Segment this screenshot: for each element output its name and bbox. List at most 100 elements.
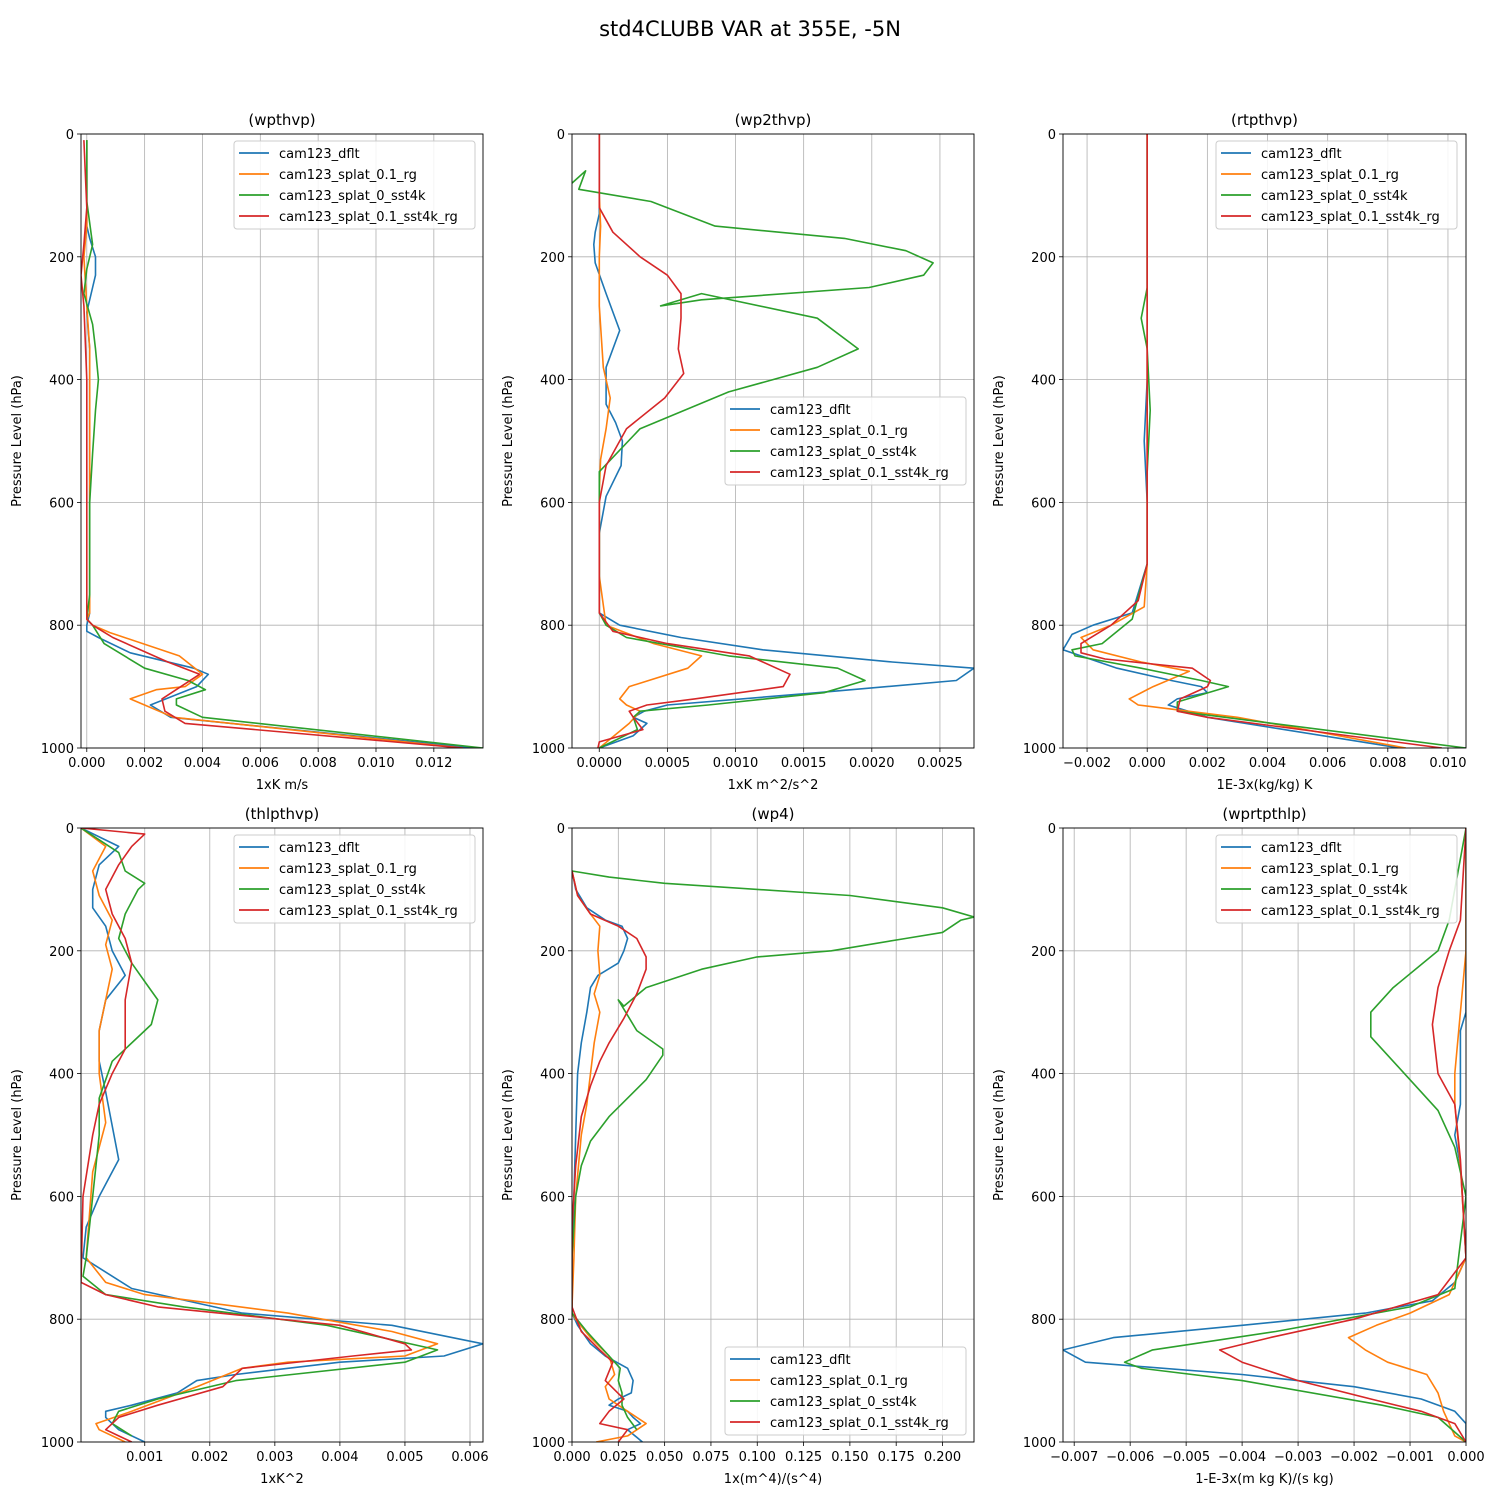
legend-label: cam123_splat_0.1_rg (1261, 168, 1399, 183)
x-tick-label: 0.075 (692, 1450, 729, 1465)
x-tick-label: −0.002 (1330, 1450, 1378, 1465)
legend-box (233, 140, 476, 230)
series-group (572, 134, 974, 748)
y-tick-label: 1000 (41, 742, 74, 757)
y-tick-label: 600 (1031, 1190, 1056, 1205)
y-axis-label: Pressure Level (hPa) (10, 1069, 25, 1201)
y-tick-label: 200 (49, 251, 74, 266)
x-tick-label: 0.002 (191, 1450, 228, 1465)
x-tick-label: 0.008 (1369, 756, 1406, 771)
legend-label: cam123_splat_0_sst4k (1261, 189, 1408, 204)
y-tick-label: 1000 (41, 1436, 74, 1451)
x-tick-label: 0.0025 (917, 756, 963, 771)
x-tick-label: 0.025 (600, 1450, 637, 1465)
legend-label: cam123_splat_0.1_rg (1261, 862, 1399, 877)
y-axis-label: Pressure Level (hPa) (992, 1069, 1007, 1201)
legend: cam123_dflt cam123_splat_0.1_rg cam123_spl… (1215, 834, 1458, 924)
y-tick-label: 400 (49, 1068, 74, 1083)
legend-label: cam123_dflt (770, 1353, 851, 1368)
legend-label: cam123_splat_0.1_rg (279, 862, 417, 877)
x-axis-label: 1x(m^4)/(s^4) (724, 1472, 822, 1487)
y-axis-label: Pressure Level (hPa) (501, 1069, 516, 1201)
panel-title: (thlpthvp) (245, 805, 320, 823)
axes-frame (80, 827, 484, 1443)
panel-5: −0.007 −0.006 −0.005 −0.004 −0.003 −0.002 −0.0… (992, 805, 1485, 1487)
x-axis-label: 1xK m^2/s^2 (728, 778, 819, 793)
y-tick-label: 800 (1031, 1313, 1056, 1328)
panel-2: −0.002 0.000 0.002 0.004 0.006 0.008 0.010 0 200… (992, 111, 1467, 793)
axes-frame (1062, 133, 1467, 749)
figure-title: std4CLUBB VAR at 355E, -5N (599, 17, 901, 41)
legend-box (1215, 140, 1458, 230)
x-tick-label: 0.006 (451, 1450, 488, 1465)
legend-label: cam123_splat_0.1_sst4k_rg (1261, 904, 1440, 919)
legend: cam123_dflt cam123_splat_0.1_rg cam123_spl… (724, 396, 967, 486)
y-tick-label: 400 (49, 374, 74, 389)
y-tick-label: 1000 (532, 742, 565, 757)
x-tick-label: −0.001 (1386, 1450, 1434, 1465)
series-line-cam123_splat_0.1_sst4k_rg (572, 870, 647, 1442)
x-tick-label: 0.003 (256, 1450, 293, 1465)
x-tick-label: 0.012 (415, 756, 452, 771)
y-tick-label: 400 (1031, 1068, 1056, 1083)
legend-label: cam123_splat_0_sst4k (1261, 883, 1408, 898)
series-line-cam123_splat_0.1_rg (572, 870, 647, 1442)
x-tick-label: −0.004 (1218, 1450, 1266, 1465)
x-tick-label: 0.200 (924, 1450, 961, 1465)
legend-label: cam123_dflt (1261, 841, 1342, 856)
y-tick-label: 800 (49, 619, 74, 634)
panel-title: (wp2thvp) (735, 111, 812, 129)
x-tick-label: 0.008 (300, 756, 337, 771)
legend: cam123_dflt cam123_splat_0.1_rg cam123_spl… (233, 834, 476, 924)
y-tick-label: 200 (1031, 251, 1056, 266)
legend-label: cam123_splat_0.1_sst4k_rg (279, 210, 458, 225)
y-tick-label: 400 (540, 374, 565, 389)
legend-label: cam123_splat_0.1_rg (770, 424, 908, 439)
x-axis-label: 1xK m/s (256, 778, 309, 793)
legend: cam123_dflt cam123_splat_0.1_rg cam123_spl… (233, 140, 476, 230)
x-tick-label: 0.0020 (849, 756, 895, 771)
y-tick-label: 0 (66, 822, 74, 837)
legend: cam123_dflt cam123_splat_0.1_rg cam123_spl… (724, 1346, 967, 1436)
y-tick-label: 200 (540, 251, 565, 266)
x-tick-label: −0.005 (1162, 1450, 1210, 1465)
series-group (572, 870, 974, 1442)
y-tick-label: 200 (540, 945, 565, 960)
legend-label: cam123_dflt (770, 403, 851, 418)
y-axis-label: Pressure Level (hPa) (992, 375, 1007, 507)
y-tick-label: 0 (66, 128, 74, 143)
y-tick-label: 600 (49, 1190, 74, 1205)
x-tick-label: 0.100 (739, 1450, 776, 1465)
y-axis-label: Pressure Level (hPa) (10, 375, 25, 507)
panel-0: 0.000 0.002 0.004 0.006 0.008 0.010 0.012 0 200 4… (10, 111, 484, 793)
legend-label: cam123_splat_0_sst4k (770, 1395, 917, 1410)
x-tick-label: 0.0010 (713, 756, 759, 771)
x-tick-label: 0.050 (646, 1450, 683, 1465)
x-tick-label: 0.004 (184, 756, 221, 771)
series-line-cam123_splat_0.1_sst4k_rg (81, 828, 413, 1442)
series-line-cam123_splat_0.1_rg (598, 134, 703, 748)
x-tick-label: −0.006 (1106, 1450, 1154, 1465)
axes-frame (80, 133, 484, 749)
legend-label: cam123_splat_0.1_rg (279, 168, 417, 183)
y-tick-label: 1000 (1023, 742, 1056, 757)
panel-4: 0.000 0.025 0.050 0.075 0.100 0.125 0.150 0.175… (501, 805, 975, 1487)
panel-title: (rtpthvp) (1231, 111, 1298, 129)
y-tick-label: 600 (1031, 496, 1056, 511)
legend-box (233, 834, 476, 924)
x-tick-label: 0.010 (1429, 756, 1466, 771)
legend-label: cam123_splat_0.1_sst4k_rg (770, 1416, 949, 1431)
x-tick-label: −0.002 (1063, 756, 1111, 771)
y-tick-label: 200 (49, 945, 74, 960)
x-tick-label: 0.002 (1189, 756, 1226, 771)
series-line-cam123_splat_0.1_rg (83, 140, 463, 748)
x-tick-label: 0.175 (878, 1450, 915, 1465)
axes-frame (1062, 827, 1467, 1443)
series-group (81, 140, 483, 748)
x-tick-label: 0.125 (785, 1450, 822, 1465)
panel-title: (wpthvp) (248, 111, 315, 129)
y-tick-label: 0 (1048, 822, 1056, 837)
y-tick-label: 800 (49, 1313, 74, 1328)
legend-box (1215, 834, 1458, 924)
